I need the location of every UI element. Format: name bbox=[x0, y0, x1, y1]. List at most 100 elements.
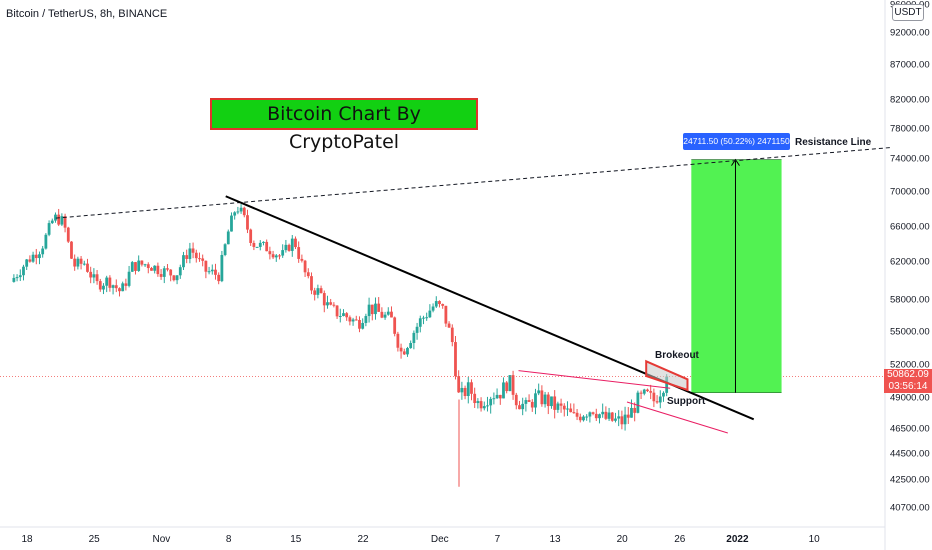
candle-body bbox=[294, 238, 297, 248]
candle-body bbox=[630, 407, 633, 418]
candle-body bbox=[92, 274, 96, 278]
candle-body bbox=[364, 316, 368, 323]
candle-body bbox=[150, 268, 153, 271]
candle-body bbox=[524, 400, 528, 404]
candle-body bbox=[79, 258, 83, 264]
candle-body bbox=[460, 387, 464, 393]
candle-body bbox=[374, 303, 377, 315]
candle-body bbox=[518, 405, 521, 410]
candle-body bbox=[412, 332, 416, 344]
candle-body bbox=[508, 375, 512, 392]
candle-body bbox=[287, 244, 291, 251]
price-tick-label: 55000.00 bbox=[890, 327, 930, 338]
candle-body bbox=[550, 396, 553, 407]
resistance-label: Resistance Line bbox=[795, 137, 872, 148]
price-tick-label: 92000.00 bbox=[890, 28, 930, 39]
candle-body bbox=[662, 392, 665, 397]
candle-body bbox=[556, 403, 560, 410]
candle-body bbox=[406, 348, 409, 355]
candle-body bbox=[38, 254, 41, 259]
candle-body bbox=[447, 323, 451, 328]
candle-body bbox=[223, 244, 227, 255]
candle-body bbox=[226, 231, 230, 245]
candle-body bbox=[54, 214, 57, 221]
candle-body bbox=[137, 260, 141, 271]
candle-body bbox=[34, 254, 38, 259]
candle-body bbox=[313, 290, 317, 295]
candle-body bbox=[623, 414, 627, 425]
time-tick-label: 10 bbox=[809, 534, 821, 545]
candle-body bbox=[140, 260, 144, 265]
last-price-tag: 50862.09 03:56:14 bbox=[884, 369, 932, 393]
candle-body bbox=[12, 277, 16, 282]
candle-body bbox=[41, 248, 45, 255]
candle-body bbox=[396, 333, 400, 348]
candle-body bbox=[233, 212, 237, 216]
candle-body bbox=[575, 412, 579, 417]
candle-body bbox=[220, 254, 224, 282]
candle-body bbox=[572, 412, 576, 414]
time-tick-label: 15 bbox=[290, 534, 302, 545]
candle-body bbox=[217, 274, 221, 282]
candle-body bbox=[399, 347, 403, 352]
currency-button[interactable]: USDT bbox=[892, 4, 924, 21]
breakout-label: Brokeout bbox=[655, 350, 699, 361]
candle-body bbox=[290, 238, 294, 251]
price-tick-label: 82000.00 bbox=[890, 95, 930, 106]
candle-body bbox=[626, 414, 630, 418]
candle-body bbox=[124, 283, 128, 286]
candle-body bbox=[281, 250, 285, 256]
chart-title-box: Bitcoin Chart By CryptoPatel bbox=[210, 98, 478, 153]
candle-body bbox=[591, 412, 595, 414]
candle-body bbox=[553, 396, 557, 410]
candle-body bbox=[153, 265, 157, 271]
candle-body bbox=[44, 234, 48, 249]
candle-body bbox=[130, 262, 134, 272]
candle-body bbox=[214, 269, 217, 275]
candle-body bbox=[297, 247, 301, 259]
candle-body bbox=[450, 327, 454, 343]
candle-body bbox=[604, 411, 608, 419]
candle-body bbox=[546, 394, 550, 407]
candle-body bbox=[607, 412, 611, 419]
price-tick-label: 42500.00 bbox=[890, 475, 930, 486]
candle-body bbox=[527, 400, 531, 402]
candle-body bbox=[521, 403, 525, 410]
candle-body bbox=[102, 285, 105, 290]
candle-body bbox=[585, 416, 589, 418]
candle-body bbox=[178, 267, 182, 276]
price-tick-label: 49000.00 bbox=[890, 393, 930, 404]
candle-body bbox=[511, 375, 515, 395]
candle-body bbox=[486, 405, 489, 407]
candle-body bbox=[393, 317, 397, 334]
candle-body bbox=[25, 259, 29, 267]
candle-body bbox=[18, 275, 22, 278]
time-tick-label: Dec bbox=[431, 534, 449, 545]
candle-body bbox=[636, 392, 640, 413]
candle-body bbox=[441, 304, 445, 306]
candle-body bbox=[620, 416, 624, 425]
candle-body bbox=[386, 311, 390, 315]
price-tick-label: 66000.00 bbox=[890, 222, 930, 233]
candle-body bbox=[322, 293, 326, 306]
time-tick-label: Nov bbox=[153, 534, 171, 545]
candle-body bbox=[210, 269, 214, 272]
candle-body bbox=[236, 211, 240, 213]
candle-body bbox=[473, 393, 477, 404]
candle-body bbox=[70, 241, 73, 259]
wedge-top-line bbox=[518, 370, 671, 389]
candle-body bbox=[207, 271, 211, 273]
candle-body bbox=[98, 281, 102, 290]
candle-body bbox=[610, 412, 614, 421]
candle-body bbox=[28, 259, 32, 262]
candle-body bbox=[121, 283, 125, 292]
candle-body bbox=[588, 412, 592, 417]
candle-body bbox=[230, 215, 233, 232]
candle-body bbox=[198, 258, 201, 260]
candle-body bbox=[559, 403, 563, 406]
candle-body bbox=[194, 252, 198, 259]
candle-body bbox=[185, 255, 189, 259]
candle-body bbox=[345, 313, 349, 318]
wedge-bottom-line bbox=[626, 401, 728, 434]
